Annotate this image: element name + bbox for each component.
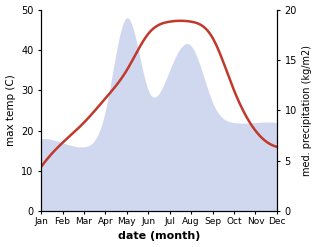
X-axis label: date (month): date (month) bbox=[118, 231, 200, 242]
Y-axis label: med. precipitation (kg/m2): med. precipitation (kg/m2) bbox=[302, 45, 313, 176]
Y-axis label: max temp (C): max temp (C) bbox=[5, 75, 16, 146]
